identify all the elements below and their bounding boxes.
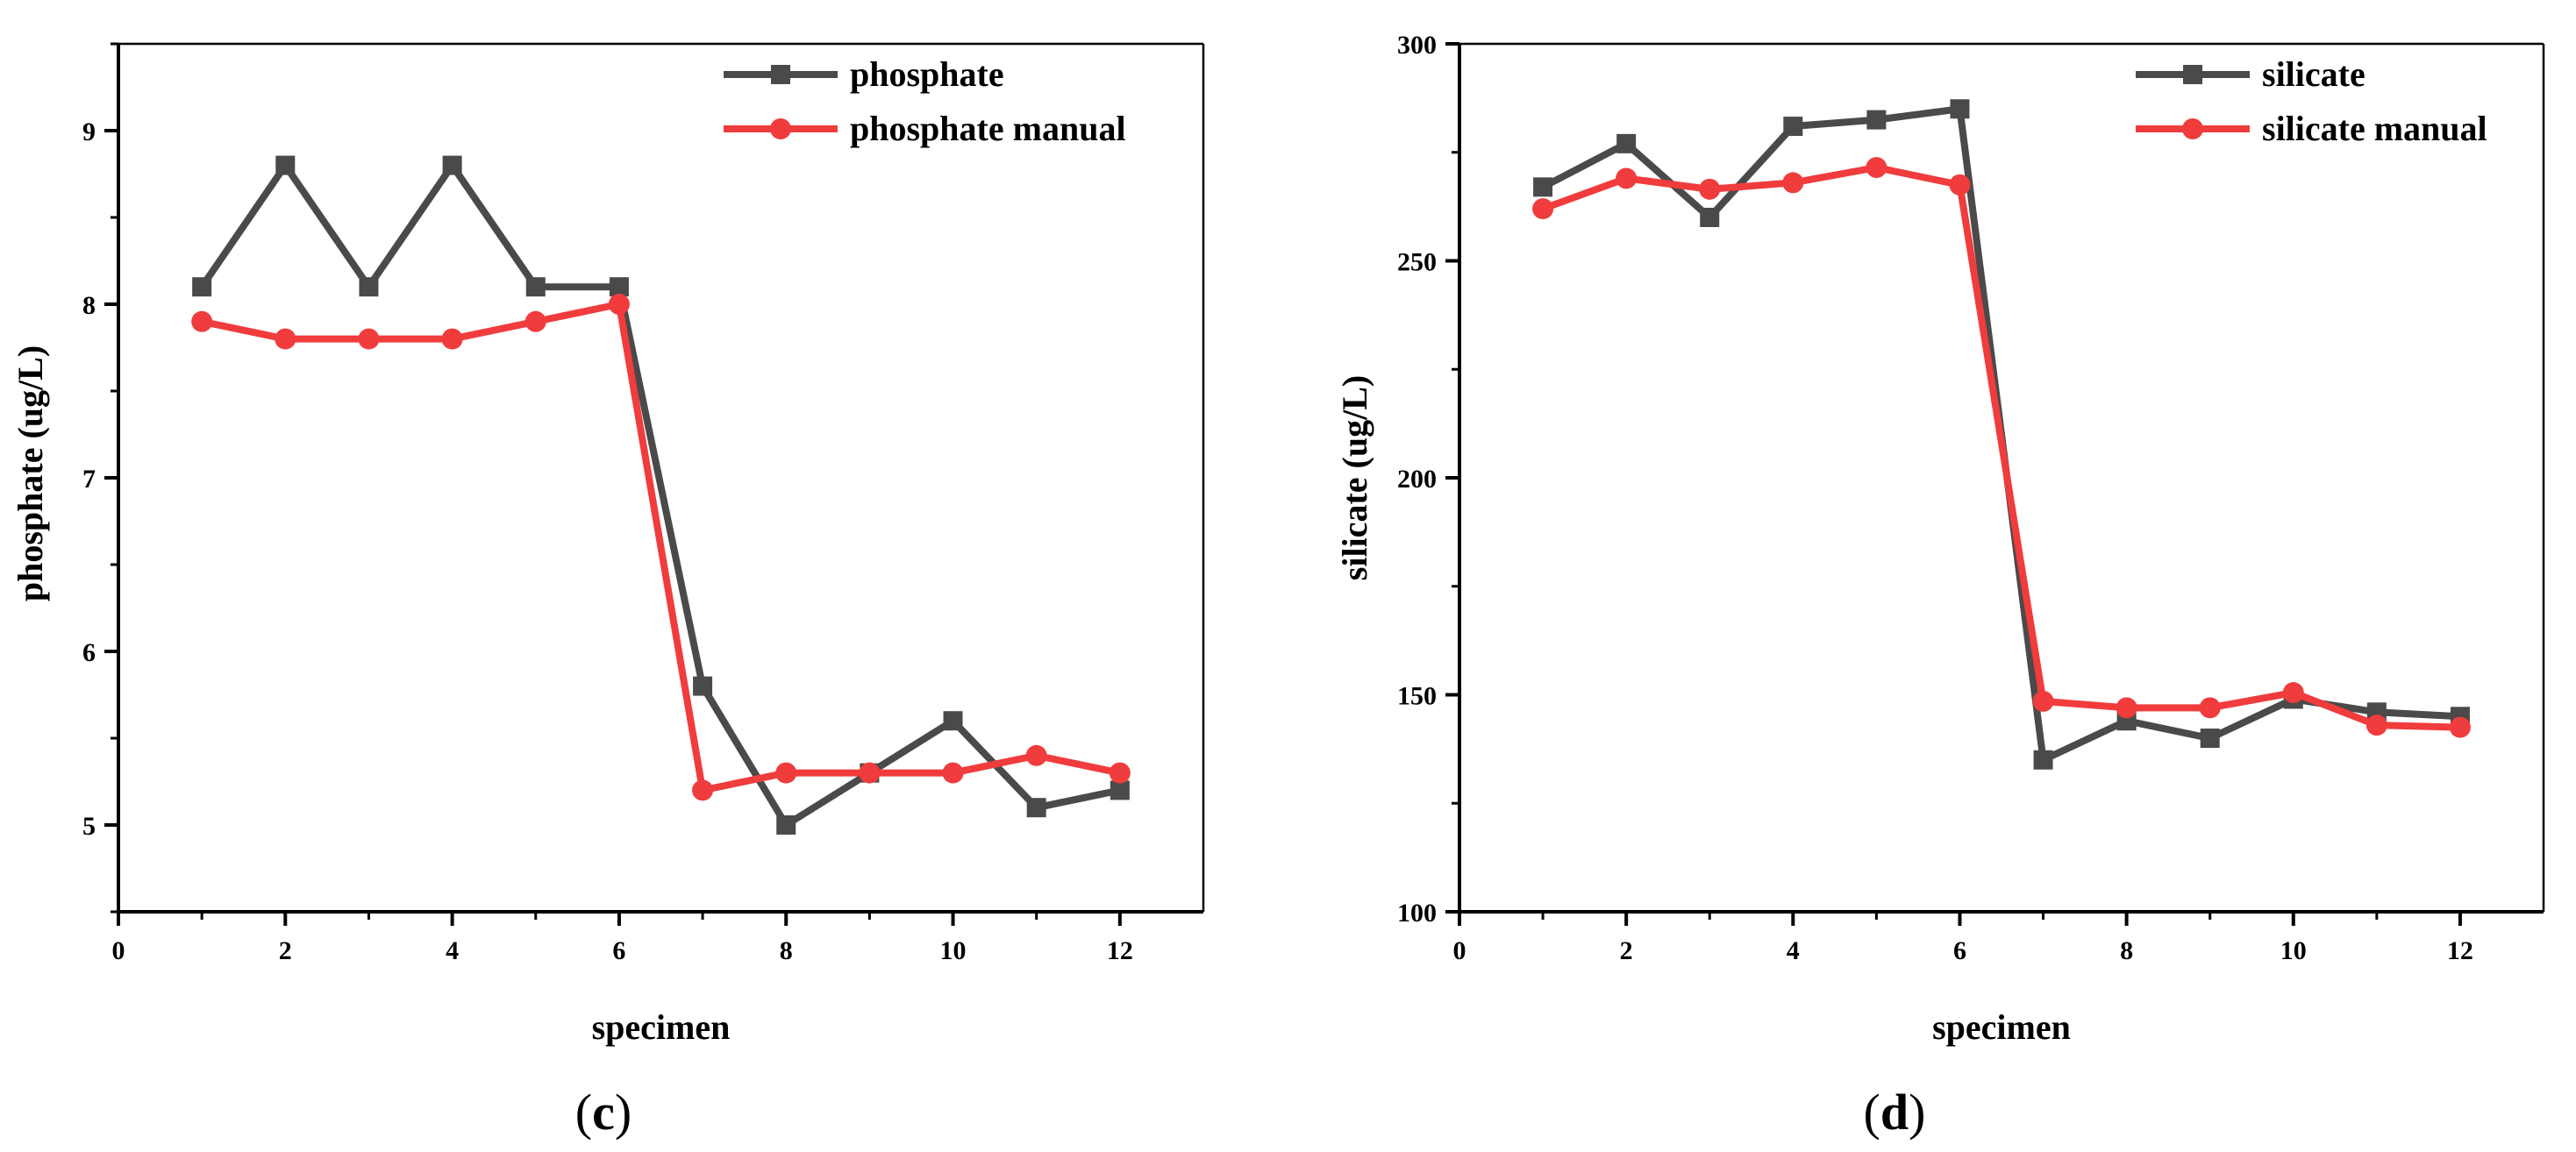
y-tick-label: 6 — [82, 638, 96, 667]
legend-label: phosphate — [850, 54, 1004, 94]
y-tick-label: 150 — [1397, 682, 1437, 711]
data-point-circle — [2365, 715, 2387, 736]
data-point-circle — [2032, 690, 2054, 712]
legend: phosphate phosphate manual — [724, 54, 1126, 148]
legend: silicate silicate manual — [2136, 54, 2487, 148]
data-point-square — [1533, 177, 1553, 197]
data-point-square — [1700, 208, 1720, 227]
data-point-circle — [859, 762, 881, 784]
legend-label: silicate — [2262, 54, 2365, 94]
series-phosphate-manual — [191, 294, 1131, 801]
x-tick-label: 4 — [446, 936, 459, 965]
legend-marker-circle — [770, 118, 791, 139]
data-point-square — [192, 277, 212, 297]
data-point-circle — [1699, 178, 1721, 200]
y-axis-title: phosphate (ug/L) — [11, 345, 50, 601]
series-silicate-manual — [1532, 157, 2471, 738]
x-tick-label: 0 — [1453, 936, 1466, 965]
data-point-circle — [1616, 167, 1638, 189]
x-tick-label: 10 — [940, 936, 967, 965]
data-point-circle — [1866, 157, 1887, 179]
data-point-circle — [1109, 762, 1131, 784]
series-line — [198, 159, 1121, 830]
panel-label: (d) — [1864, 1084, 1926, 1141]
y-tick-label: 9 — [82, 117, 96, 146]
data-point-square — [1950, 99, 1970, 119]
data-point-circle — [942, 762, 964, 784]
data-point-circle — [1532, 198, 1554, 220]
data-point-circle — [358, 328, 380, 350]
data-point-square — [2033, 750, 2053, 770]
data-point-square — [442, 155, 462, 175]
data-point-circle — [191, 310, 213, 332]
legend-label: phosphate manual — [850, 109, 1126, 148]
data-point-square — [359, 277, 379, 297]
x-tick-label: 10 — [2280, 936, 2307, 965]
x-axis-title: specimen — [592, 1007, 731, 1047]
series-line — [201, 300, 1121, 795]
y-tick-label: 300 — [1397, 31, 1437, 60]
series-line — [1541, 163, 2461, 731]
data-point-circle — [1025, 744, 1047, 766]
legend-marker-circle — [2182, 118, 2203, 139]
legend-label: silicate manual — [2262, 109, 2487, 148]
data-point-square — [2200, 729, 2220, 748]
data-point-circle — [2199, 697, 2221, 719]
x-tick-label: 6 — [612, 936, 625, 965]
x-tick-label: 4 — [1787, 936, 1800, 965]
chart-panel-d: 0 2 4 6 8 10 12 100 150 200 250 300 specimen silicate… — [1335, 31, 2545, 1141]
legend-marker-square — [771, 65, 790, 84]
data-point-square — [1783, 117, 1803, 137]
data-point-square — [1026, 798, 1046, 818]
x-tick-label: 8 — [780, 936, 793, 965]
data-point-circle — [441, 328, 463, 350]
y-tick-label: 250 — [1397, 248, 1437, 277]
data-point-square — [1616, 133, 1637, 153]
x-tick-label: 12 — [1107, 936, 1133, 965]
y-tick-label: 200 — [1397, 465, 1437, 494]
data-point-square — [1110, 780, 1130, 800]
data-point-square — [609, 277, 629, 297]
data-point-square — [693, 676, 713, 696]
data-point-circle — [275, 328, 296, 350]
x-tick-label: 2 — [279, 936, 292, 965]
x-tick-label: 8 — [2120, 936, 2133, 965]
data-point-square — [1866, 110, 1887, 130]
x-tick-label: 2 — [1620, 936, 1633, 965]
x-tick-label: 0 — [112, 936, 125, 965]
series-phosphate — [192, 155, 1130, 835]
panel-label: (c) — [575, 1084, 632, 1141]
chart-panel-c: 0 2 4 6 8 10 12 5 6 7 8 9 specimen phosphate (ug/L) ph… — [11, 42, 1205, 1141]
data-point-circle — [1782, 172, 1804, 194]
x-axis-title: specimen — [1932, 1007, 2071, 1047]
data-point-square — [525, 277, 546, 297]
data-point-square — [776, 815, 796, 835]
x-tick-label: 6 — [1953, 936, 1966, 965]
data-point-circle — [1949, 174, 1971, 196]
y-tick-label: 100 — [1397, 899, 1437, 928]
data-point-circle — [775, 762, 797, 784]
y-tick-label: 7 — [82, 465, 96, 494]
y-axis-title: silicate (ug/L) — [1335, 375, 1374, 580]
data-point-circle — [2282, 682, 2304, 704]
data-point-circle — [608, 294, 630, 315]
y-tick-label: 5 — [82, 812, 96, 841]
legend-marker-square — [2183, 65, 2202, 84]
data-point-square — [275, 155, 296, 175]
y-tick-label: 8 — [82, 291, 96, 320]
data-point-circle — [524, 310, 546, 332]
x-tick-label: 12 — [2447, 936, 2473, 965]
data-point-circle — [2449, 716, 2471, 738]
data-point-square — [943, 711, 963, 731]
data-point-circle — [2116, 697, 2137, 719]
data-point-circle — [692, 779, 714, 801]
